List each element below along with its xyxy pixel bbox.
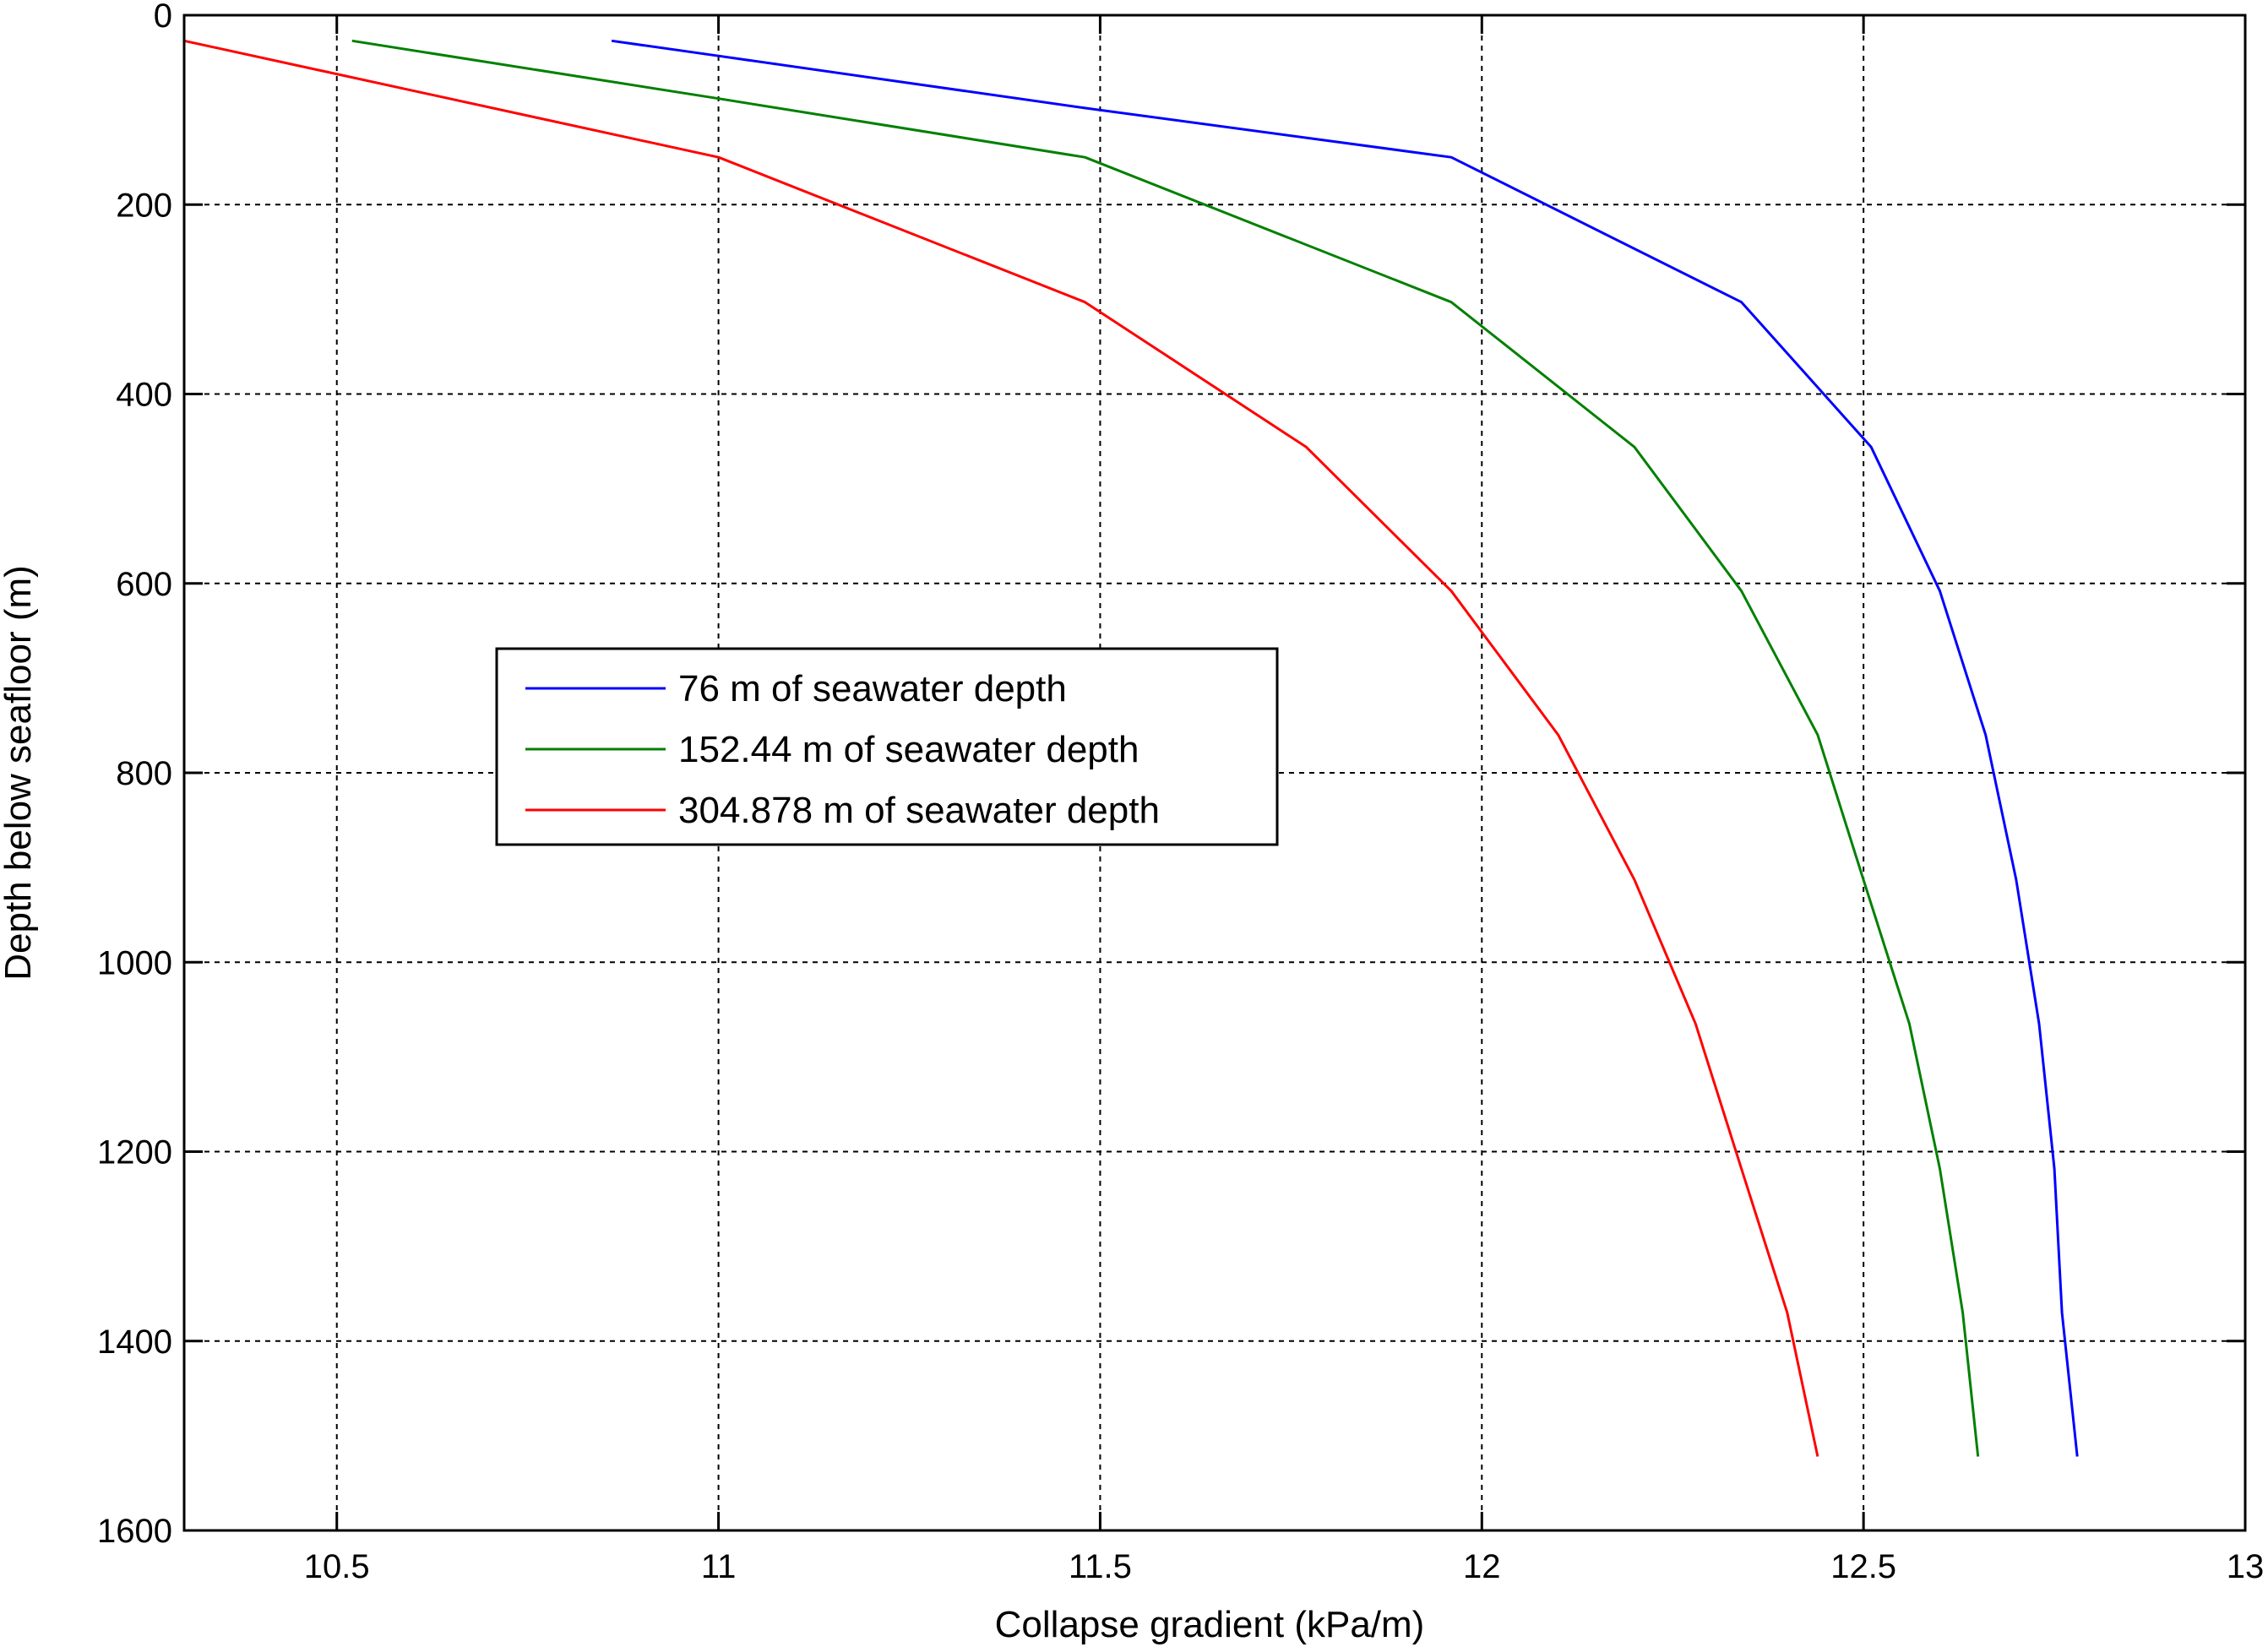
y-axis-label: Depth below seafloor (m) xyxy=(0,565,39,981)
x-tick-label: 13 xyxy=(2227,1548,2265,1585)
series-lines xyxy=(183,39,2079,1457)
legend-box xyxy=(495,647,1279,846)
y-tick-label: 600 xyxy=(116,566,172,603)
legend: 76 m of seawater depth 152.44 m of seawat… xyxy=(495,647,1279,846)
series-line-152-44-m-of-seawater-depth xyxy=(351,39,1980,1457)
x-tick-label: 12.5 xyxy=(1830,1548,1896,1585)
y-tick-label: 1600 xyxy=(97,1513,172,1550)
y-tick-label: 1400 xyxy=(97,1324,172,1361)
x-tick-label: 11.5 xyxy=(1069,1548,1132,1585)
y-tick-label: 200 xyxy=(116,187,172,224)
y-tick-label: 0 xyxy=(154,0,172,35)
series-line-76-m-of-seawater-depth xyxy=(611,39,2079,1457)
x-tick-label: 11 xyxy=(701,1548,737,1585)
legend-label: 76 m of seawater depth xyxy=(678,668,1067,709)
x-axis-label: Collapse gradient (kPa/m) xyxy=(995,1604,1425,1645)
legend-label: 304.878 m of seawater depth xyxy=(678,790,1160,831)
x-tick-label: 10.5 xyxy=(304,1548,370,1585)
y-tick-label: 1000 xyxy=(97,944,172,981)
y-tick-label: 800 xyxy=(116,755,172,792)
x-tick-label: 12 xyxy=(1463,1548,1501,1585)
y-tick-label: 1200 xyxy=(97,1134,172,1171)
series-line-304-878-m-of-seawater-depth xyxy=(183,39,1819,1457)
y-tick-label: 400 xyxy=(116,377,172,414)
axis-ticks xyxy=(184,14,2247,1532)
x-tick-labels: 10.5 11 11.5 12 12.5 13 xyxy=(304,1548,2264,1585)
legend-label: 152.44 m of seawater depth xyxy=(678,729,1139,770)
y-tick-labels: 0 200 400 600 800 1000 1200 1400 1600 xyxy=(97,0,172,1550)
grid-lines xyxy=(184,15,2245,1530)
